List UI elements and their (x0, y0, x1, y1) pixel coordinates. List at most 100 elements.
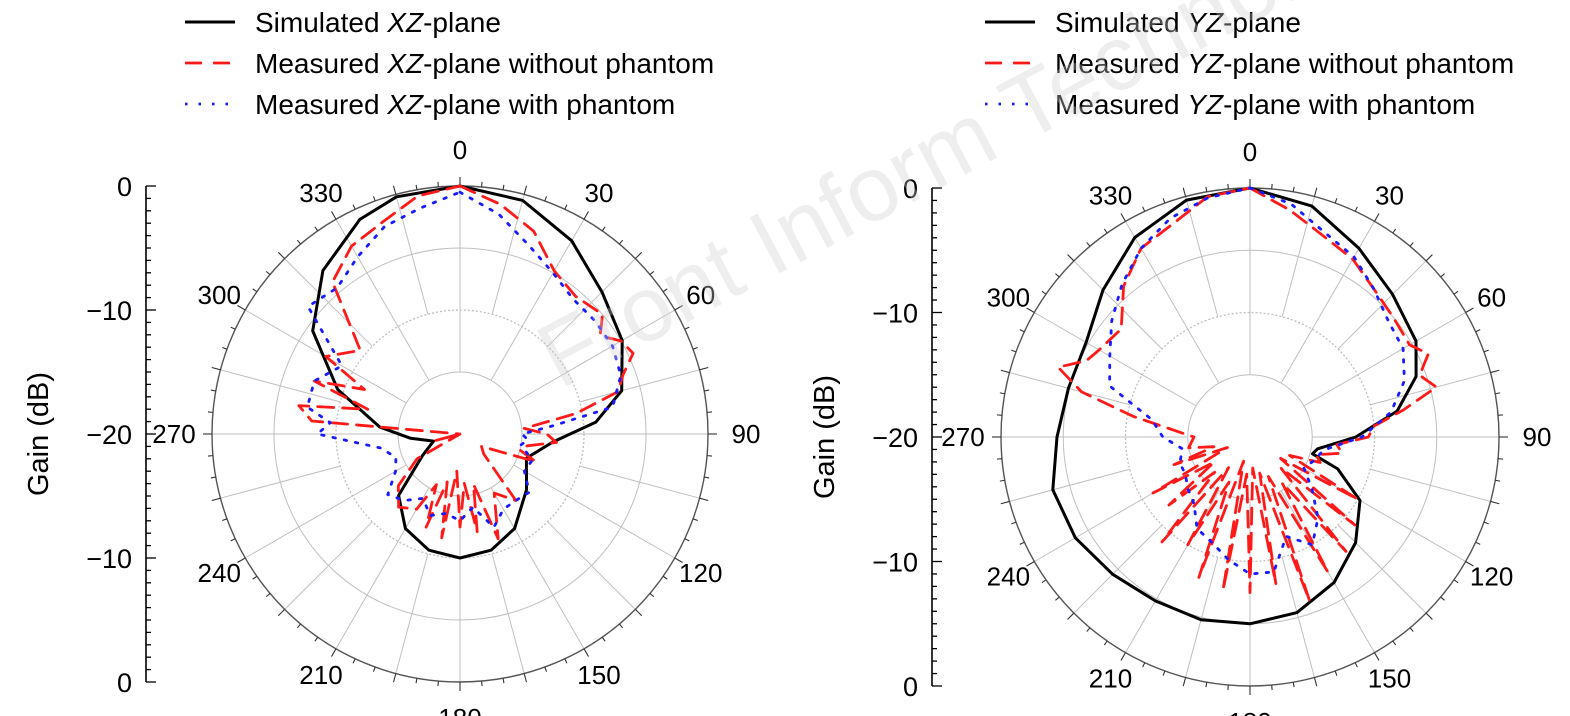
grid-spoke (220, 369, 341, 403)
ring-tick (662, 288, 668, 293)
ring-tick (583, 648, 589, 657)
grid-spoke (1185, 557, 1219, 678)
ring-tick (544, 666, 548, 672)
ring-tick (211, 497, 221, 502)
ring-tick (1055, 273, 1060, 278)
radial-tick-label: −10 (872, 299, 918, 329)
ring-tick (1374, 213, 1380, 222)
ring-tick (601, 636, 606, 642)
ring-tick (692, 518, 698, 522)
grid-spoke (284, 521, 373, 610)
ring-tick (544, 196, 548, 202)
ring-tick (372, 666, 376, 672)
legend: Simulated XZ-plane Measured XZ-plane with… (185, 7, 714, 120)
grid-spoke (1337, 524, 1427, 614)
grid-spoke (513, 309, 676, 404)
angle-label: 90 (732, 419, 761, 449)
legend-label-with-phantom: Measured XZ-plane with phantom (255, 89, 675, 120)
ring-tick (1334, 670, 1338, 676)
ring-tick (372, 196, 376, 202)
grid-spoke (1280, 221, 1375, 384)
ring-tick (502, 184, 505, 190)
ring-tick (314, 636, 319, 642)
ring-tick (1440, 596, 1445, 601)
radial-tick-label: 0 (117, 172, 132, 202)
radial-tick-label: 0 (903, 672, 918, 702)
grid-spoke (513, 464, 676, 559)
ring-tick (265, 592, 271, 598)
radial-tick-label: −20 (872, 423, 918, 453)
ring-tick (296, 623, 302, 629)
ring-tick (704, 476, 710, 479)
ring-tick (314, 226, 319, 232)
angle-label: 0 (453, 135, 467, 165)
angle-label: 240 (198, 558, 241, 588)
grid-spoke (1185, 196, 1219, 317)
ring-tick (649, 270, 655, 276)
legend-label-simulated: Simulated XZ-plane (255, 7, 501, 38)
ring-tick (1205, 682, 1208, 688)
ring-tick (210, 389, 216, 392)
ring-tick (699, 366, 709, 371)
ring-tick (1392, 640, 1397, 646)
ring-tick (1067, 254, 1075, 262)
ring-tick (1103, 640, 1108, 646)
ring-tick (1067, 612, 1075, 620)
ring-tick (1453, 290, 1459, 295)
ring-tick (999, 392, 1005, 395)
ring-tick (692, 346, 698, 350)
grid-spoke (547, 258, 636, 347)
ring-tick (1162, 198, 1166, 204)
ring-tick (210, 476, 216, 479)
grid-spoke (395, 553, 429, 674)
ring-tick (662, 575, 668, 580)
ring-tick (1120, 652, 1126, 661)
radial-axis: 0 −10 −20 −10 0 Gain (dB) (809, 174, 942, 702)
grid-spoke (490, 218, 585, 381)
ring-tick (1354, 662, 1358, 668)
ring-tick (1453, 579, 1459, 584)
angle-label: 150 (577, 660, 620, 690)
ring-tick (1313, 187, 1318, 197)
ring-tick (1475, 329, 1481, 333)
angle-label: 180 (438, 703, 481, 716)
ring-tick (674, 305, 683, 311)
legend-label-without-phantom: Measured YZ-plane without phantom (1055, 48, 1514, 79)
grid-spoke (1009, 468, 1130, 502)
ring-tick (392, 185, 397, 195)
ring-tick (1490, 369, 1500, 374)
ring-tick (583, 211, 589, 220)
angle-label: 330 (1089, 180, 1132, 210)
grid-spoke (1073, 524, 1163, 614)
ring-tick (1392, 228, 1397, 234)
grid-spoke (491, 553, 525, 674)
ring-tick (237, 305, 246, 311)
ring-tick (564, 658, 568, 664)
ring-tick (222, 518, 228, 522)
ring-tick (1182, 677, 1187, 687)
angle-label: 210 (299, 660, 342, 690)
ring-tick (415, 184, 418, 190)
radial-tick-label: 0 (117, 668, 132, 698)
ring-tick (674, 557, 683, 563)
ring-tick (392, 673, 397, 683)
ring-tick (277, 251, 286, 260)
grid-spoke (579, 465, 700, 499)
ring-tick (1490, 500, 1500, 505)
grid-spoke (491, 194, 525, 315)
ring-tick (1182, 187, 1187, 197)
ring-tick (1019, 329, 1025, 333)
angle-label: 120 (1470, 562, 1513, 592)
ring-tick (1292, 186, 1295, 192)
grid-spoke (1125, 221, 1220, 384)
ring-tick (618, 623, 624, 629)
ring-tick (1334, 198, 1338, 204)
angle-label: 270 (941, 422, 984, 452)
ring-tick (331, 648, 337, 657)
ring-tick (1011, 349, 1017, 353)
ring-tick (1354, 206, 1358, 212)
polar-grid (1000, 187, 1500, 687)
ring-tick (601, 226, 606, 232)
ring-tick (502, 678, 505, 684)
ring-tick (1313, 677, 1318, 687)
